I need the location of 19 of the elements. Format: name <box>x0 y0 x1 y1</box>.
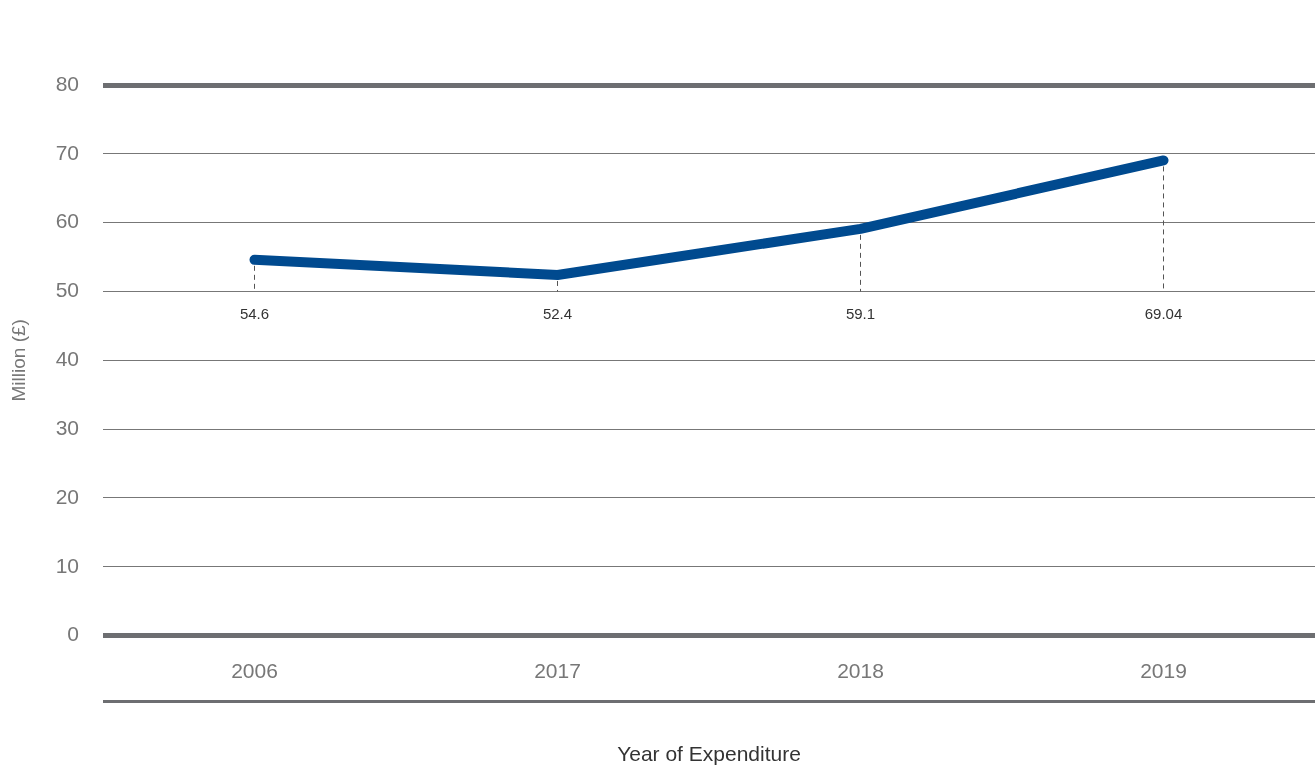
y-tick-label: 70 <box>55 140 79 164</box>
x-tick-label: 2019 <box>1140 659 1187 682</box>
y-axis-title: Million (£) <box>7 319 29 402</box>
y-tick-label: 10 <box>55 553 79 577</box>
x-tick-label: 2006 <box>231 659 278 682</box>
data-label: 59.1 <box>845 304 876 322</box>
y-tick-label: 40 <box>55 347 79 371</box>
y-tick-label: 80 <box>55 71 79 95</box>
y-tick-label: 50 <box>55 278 79 302</box>
y-tick-label: 30 <box>55 415 79 439</box>
y-tick-label: 60 <box>55 209 79 233</box>
y-tick-label: 0 <box>67 622 79 646</box>
y-tick-label: 20 <box>55 484 79 508</box>
data-label: 69.04 <box>1144 304 1183 322</box>
data-label: 54.6 <box>239 304 270 322</box>
data-label: 52.4 <box>542 304 573 322</box>
x-axis-title: Year of Expenditure <box>617 742 801 766</box>
x-tick-label: 2018 <box>837 659 884 682</box>
x-tick-label: 2017 <box>534 659 581 682</box>
